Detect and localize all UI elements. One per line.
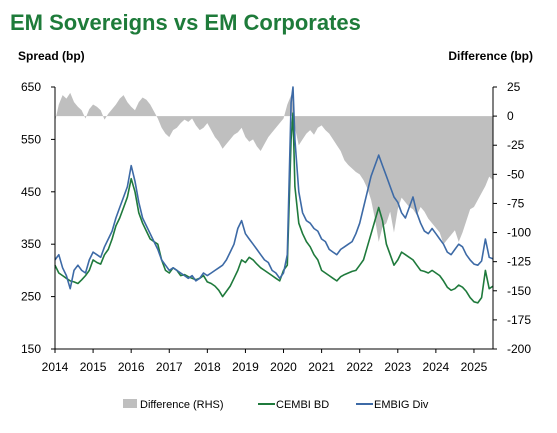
x-tick-label: 2018 <box>194 360 221 374</box>
chart-title: EM Sovereigns vs EM Corporates <box>10 10 361 35</box>
x-tick-label: 2016 <box>118 360 145 374</box>
x-tick-label: 2024 <box>423 360 450 374</box>
legend-label-difference: Difference (RHS) <box>140 399 224 411</box>
x-tick-label: 2020 <box>270 360 297 374</box>
x-tick-label: 2022 <box>346 360 373 374</box>
x-tick-label: 2017 <box>156 360 183 374</box>
x-tick-label: 2025 <box>461 360 488 374</box>
y-right-tick-label: -125 <box>507 255 531 269</box>
y-left-tick-label: 550 <box>21 132 41 146</box>
plot-area <box>54 86 494 304</box>
x-tick-label: 2019 <box>232 360 259 374</box>
y-right-tick-label: -150 <box>507 284 531 298</box>
y-axis-title-right: Difference (bp) <box>448 49 533 63</box>
x-tick-label: 2015 <box>80 360 107 374</box>
x-tick-label: 2021 <box>308 360 335 374</box>
y-right-tick-label: -100 <box>507 226 531 240</box>
series-embig-line <box>54 86 494 290</box>
y-axis-title-left: Spread (bp) <box>18 49 85 63</box>
y-right-tick-label: -75 <box>507 196 525 210</box>
x-tick-label: 2014 <box>42 360 69 374</box>
legend-label-cembi: CEMBI BD <box>276 399 329 411</box>
y-left-tick-label: 250 <box>21 290 41 304</box>
series-cembi-line <box>54 112 494 304</box>
legend-label-embig: EMBIG Div <box>374 399 429 411</box>
y-right-tick-label: -175 <box>507 313 531 327</box>
y-left-tick-label: 450 <box>21 185 41 199</box>
y-left-tick-label: 650 <box>21 80 41 94</box>
legend: Difference (RHS) CEMBI BD EMBIG Div <box>123 399 429 411</box>
y-right-tick-label: -200 <box>507 342 531 356</box>
y-left-tick-label: 150 <box>21 342 41 356</box>
x-tick-label: 2023 <box>384 360 411 374</box>
series-difference-area <box>55 92 493 245</box>
legend-swatch-difference <box>123 399 137 408</box>
y-right-tick-label: 0 <box>507 109 514 123</box>
y-left-tick-label: 350 <box>21 237 41 251</box>
y-right-tick-label: -50 <box>507 167 525 181</box>
y-right-tick-label: 25 <box>507 80 521 94</box>
y-right-tick-label: -25 <box>507 138 525 152</box>
